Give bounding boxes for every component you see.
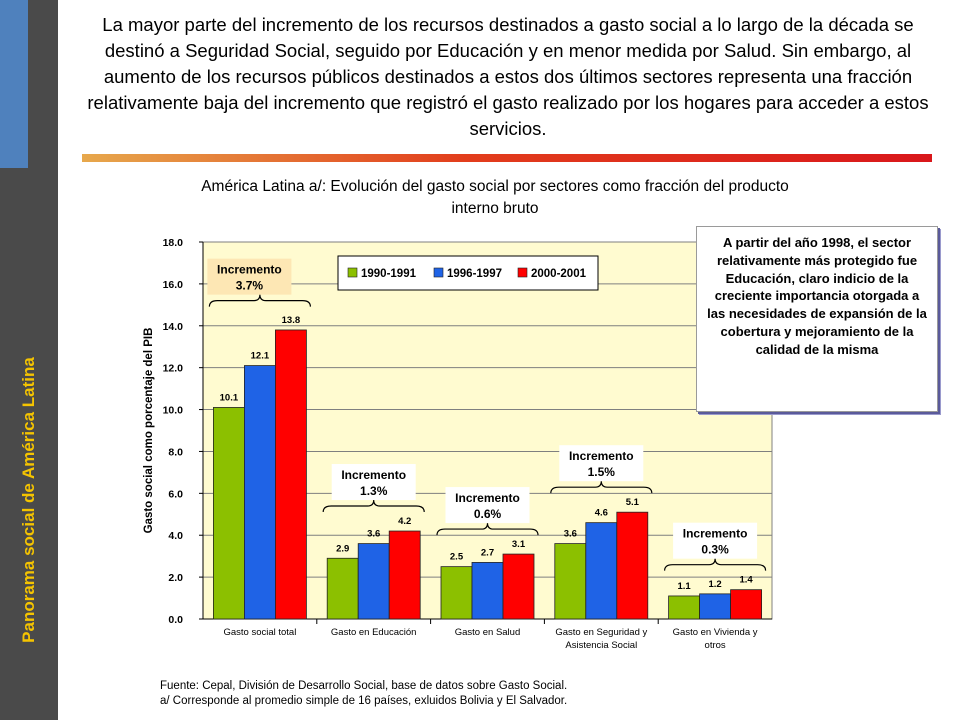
- increment-box: [331, 464, 416, 501]
- source-line: Fuente: Cepal, División de Desarrollo So…: [160, 680, 568, 692]
- sidebar-accent-bar: [0, 0, 28, 168]
- bar: [213, 407, 245, 620]
- data-label: 4.6: [595, 508, 608, 519]
- y-tick-label: 2.0: [168, 572, 183, 584]
- x-tick-label: Gasto en Vivienda y: [673, 627, 758, 638]
- legend-swatch: [517, 267, 528, 278]
- y-tick-label: 10.0: [163, 405, 184, 417]
- y-tick-label: 18.0: [163, 237, 184, 249]
- bar: [668, 595, 700, 620]
- bar: [699, 593, 731, 620]
- y-tick-label: 8.0: [168, 446, 183, 458]
- data-label: 3.1: [512, 539, 526, 550]
- y-tick-label: 16.0: [163, 279, 184, 291]
- data-label: 2.9: [336, 543, 349, 554]
- y-tick-label: 12.0: [163, 363, 184, 375]
- data-label: 1.2: [708, 579, 721, 590]
- x-tick-label: Gasto en Educación: [331, 627, 417, 638]
- bar: [388, 530, 421, 620]
- bar: [554, 543, 587, 620]
- bar: [730, 589, 762, 620]
- increment-box: [207, 258, 292, 295]
- data-label: 4.2: [398, 516, 411, 527]
- y-axis-label: Gasto social como porcentaje del PIB: [143, 328, 155, 534]
- bar-chart: 0.0 2.0 4.0 6.0 8.0 10.0 12.0 14.0 16.0 18.0 Gasto…: [143, 237, 773, 651]
- increment-value: 1.3%: [360, 484, 388, 498]
- increment-title: Incremento: [569, 449, 634, 463]
- increment-value: 0.6%: [474, 507, 502, 521]
- data-label: 2.5: [450, 552, 464, 563]
- sidebar: Panorama social de América Latina: [0, 0, 58, 720]
- bar: [585, 522, 618, 620]
- sidebar-title: Panorama social de América Latina: [19, 357, 38, 643]
- note-text: A partir del año 1998, el sector relativ…: [707, 235, 927, 357]
- data-label: 3.6: [367, 529, 380, 540]
- y-tick-label: 14.0: [163, 321, 184, 333]
- increment-box: [673, 522, 758, 559]
- increment-value: 0.3%: [701, 543, 729, 557]
- data-label: 10.1: [220, 392, 239, 403]
- source-note: Fuente: Cepal, División de Desarrollo So…: [160, 679, 567, 709]
- chart-title: América Latina a/: Evolución del gasto s…: [201, 178, 789, 217]
- increment-value: 3.7%: [236, 279, 264, 293]
- bar: [357, 543, 390, 620]
- increment-box: [559, 445, 644, 482]
- bar: [616, 511, 649, 620]
- increment-title: Incremento: [217, 263, 282, 277]
- x-tick-label: Asistencia Social: [565, 640, 637, 651]
- legend-label: 1990-1991: [361, 268, 417, 280]
- bar: [440, 566, 473, 620]
- legend-swatch: [347, 267, 358, 278]
- data-label: 1.1: [677, 581, 691, 592]
- y-tick-label: 6.0: [168, 488, 183, 500]
- increment-title: Incremento: [683, 527, 748, 541]
- legend-label: 1996-1997: [447, 268, 502, 280]
- y-tick-label: 0.0: [168, 614, 183, 626]
- bar: [244, 365, 276, 620]
- x-tick-label: Gasto social total: [223, 627, 296, 638]
- data-label: 3.6: [564, 529, 577, 540]
- x-tick-label: Gasto en Seguridad y: [555, 627, 647, 638]
- footnote-line: a/ Corresponde al promedio simple de 16 …: [160, 695, 568, 707]
- increment-value: 1.5%: [588, 465, 616, 479]
- bar: [502, 553, 535, 620]
- note-callout: A partir del año 1998, el sector relativ…: [696, 226, 938, 412]
- increment-title: Incremento: [341, 468, 406, 482]
- bar: [326, 557, 359, 620]
- legend-box: [337, 255, 599, 291]
- data-label: 12.1: [251, 351, 270, 362]
- legend-label: 2000-2001: [531, 268, 587, 280]
- y-tick-label: 4.0: [168, 530, 183, 542]
- bar: [471, 562, 504, 620]
- data-label: 5.1: [626, 497, 640, 508]
- divider-rule: [82, 154, 932, 162]
- legend-swatch: [433, 267, 444, 278]
- data-label: 13.8: [282, 315, 301, 326]
- data-label: 2.7: [481, 547, 494, 558]
- increment-box: [445, 487, 530, 524]
- data-label: 1.4: [739, 575, 753, 586]
- increment-title: Incremento: [455, 491, 520, 505]
- bar: [274, 329, 307, 620]
- x-tick-label: otros: [705, 640, 726, 651]
- x-tick-label: Gasto en Salud: [455, 627, 521, 638]
- slide-headline: La mayor parte del incremento de los rec…: [87, 14, 929, 139]
- increment-brace: [664, 558, 767, 571]
